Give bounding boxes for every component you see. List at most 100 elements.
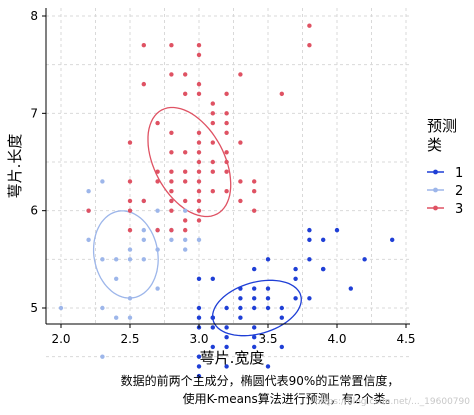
confidence-ellipse-2: [92, 210, 159, 299]
data-point-cluster-2: [169, 237, 174, 243]
data-points: [58, 23, 395, 379]
data-point-cluster-3: [141, 81, 146, 87]
data-point-cluster-3: [183, 91, 188, 97]
data-point-cluster-2: [141, 257, 146, 262]
data-point-cluster-1: [252, 286, 257, 291]
data-point-cluster-1: [321, 237, 326, 243]
x-tick-label: 3.5: [258, 332, 277, 346]
data-point-cluster-3: [169, 43, 174, 48]
data-point-cluster-2: [183, 237, 188, 243]
x-tick-label: 2.0: [51, 332, 70, 346]
data-point-cluster-3: [252, 208, 257, 213]
data-point-cluster-2: [114, 257, 119, 262]
data-point-cluster-3: [196, 159, 202, 165]
data-point-cluster-1: [252, 344, 257, 350]
data-point-cluster-2: [114, 315, 119, 320]
data-point-cluster-1: [196, 373, 202, 379]
data-point-cluster-2: [127, 296, 133, 301]
data-point-cluster-3: [183, 72, 188, 77]
grid: [46, 8, 410, 358]
data-point-cluster-3: [183, 179, 188, 184]
data-point-cluster-3: [224, 120, 229, 126]
data-point-cluster-3: [224, 159, 229, 165]
data-point-cluster-3: [196, 91, 202, 97]
data-point-cluster-1: [293, 276, 298, 281]
legend-key-point-3: [433, 205, 438, 211]
data-point-cluster-3: [169, 179, 174, 184]
data-point-cluster-1: [279, 344, 284, 350]
data-point-cluster-1: [390, 237, 395, 243]
data-point-cluster-3: [155, 179, 160, 184]
data-point-cluster-3: [183, 169, 188, 174]
data-point-cluster-2: [183, 208, 188, 213]
data-point-cluster-3: [169, 72, 174, 77]
data-point-cluster-2: [141, 227, 146, 233]
data-point-cluster-1: [196, 354, 202, 359]
data-point-cluster-3: [196, 208, 202, 213]
data-point-cluster-1: [210, 344, 215, 350]
data-point-cluster-1: [238, 305, 243, 311]
data-point-cluster-1: [307, 296, 312, 301]
data-point-cluster-3: [169, 198, 174, 204]
y-tick-label: 6: [30, 204, 38, 218]
data-point-cluster-3: [169, 130, 174, 135]
data-point-cluster-3: [224, 130, 229, 135]
data-point-cluster-1: [279, 315, 284, 320]
data-point-cluster-1: [210, 325, 215, 330]
data-point-cluster-3: [183, 218, 188, 223]
data-point-cluster-3: [196, 150, 202, 155]
data-point-cluster-1: [252, 325, 257, 330]
data-point-cluster-3: [169, 208, 174, 213]
data-point-cluster-1: [265, 305, 271, 311]
data-point-cluster-3: [169, 227, 174, 233]
data-point-cluster-1: [224, 344, 229, 350]
data-point-cluster-2: [100, 179, 105, 184]
y-tick-label: 5: [30, 301, 38, 315]
data-point-cluster-3: [196, 43, 202, 48]
data-point-cluster-2: [155, 247, 160, 252]
data-point-cluster-3: [238, 72, 243, 77]
data-point-cluster-3: [155, 120, 160, 126]
data-point-cluster-3: [210, 159, 215, 165]
data-point-cluster-1: [265, 296, 271, 301]
data-point-cluster-3: [196, 169, 202, 174]
data-point-cluster-1: [279, 305, 284, 311]
data-point-cluster-3: [183, 227, 188, 233]
data-point-cluster-1: [265, 364, 271, 369]
data-point-cluster-3: [127, 140, 133, 145]
data-point-cluster-3: [127, 227, 133, 233]
x-tick-label: 4.0: [327, 332, 346, 346]
data-point-cluster-1: [224, 335, 229, 340]
data-point-cluster-3: [252, 179, 257, 184]
legend-key-point-2: [433, 187, 438, 193]
data-point-cluster-1: [196, 315, 202, 320]
data-point-cluster-1: [321, 266, 326, 272]
data-point-cluster-3: [279, 91, 284, 97]
data-point-cluster-1: [307, 257, 312, 262]
data-point-cluster-3: [196, 198, 202, 204]
data-point-cluster-3: [210, 189, 215, 194]
data-point-cluster-1: [238, 286, 243, 291]
data-point-cluster-2: [155, 286, 160, 291]
data-point-cluster-3: [141, 198, 146, 204]
data-point-cluster-1: [196, 364, 202, 369]
caption-line-2: 使用K-means算法进行预测，有2个类。: [183, 391, 398, 406]
legend-label-3: 3: [455, 202, 463, 217]
data-point-cluster-1: [210, 276, 215, 281]
data-point-cluster-2: [86, 237, 91, 243]
data-point-cluster-2: [141, 237, 146, 243]
data-point-cluster-2: [86, 189, 91, 194]
data-point-cluster-3: [210, 111, 215, 116]
confidence-ellipse-1: [211, 279, 302, 337]
legend-entries: 1 2 3: [427, 166, 463, 217]
data-point-cluster-3: [196, 140, 202, 145]
x-tick-label: 2.5: [120, 332, 139, 346]
x-tick-label: 4.5: [396, 332, 415, 346]
data-point-cluster-3: [196, 52, 202, 58]
data-point-cluster-1: [224, 305, 229, 311]
confidence-ellipses: [92, 106, 302, 337]
data-point-cluster-1: [252, 296, 257, 301]
y-tick-label: 8: [30, 9, 38, 23]
data-point-cluster-1: [252, 305, 257, 311]
